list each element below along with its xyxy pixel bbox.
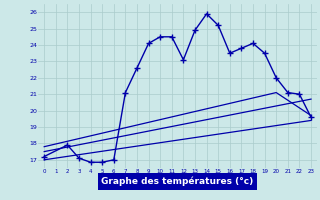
X-axis label: Graphe des températures (°c): Graphe des températures (°c) [101, 177, 254, 186]
